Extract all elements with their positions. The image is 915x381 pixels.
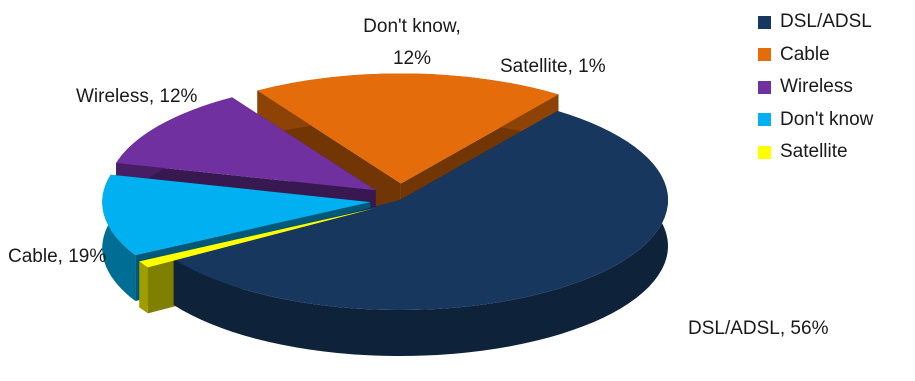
label-dsl: DSL/ADSL, 56% xyxy=(688,318,829,339)
label-dontknow-line1: Don't know, xyxy=(363,16,461,37)
legend: DSL/ADSL Cable Wireless Don't know Satel… xyxy=(758,6,873,169)
legend-label: Don't know xyxy=(780,108,874,130)
legend-swatch xyxy=(758,48,771,62)
legend-item-wireless: Wireless xyxy=(758,71,873,104)
legend-swatch xyxy=(758,80,771,94)
legend-swatch xyxy=(758,15,771,29)
label-cable: Cable, 19% xyxy=(8,246,106,267)
pie-slice-side xyxy=(173,111,668,356)
legend-item-dontknow: Don't know xyxy=(758,104,873,137)
label-satellite: Satellite, 1% xyxy=(500,56,606,77)
pie-slice-dsl-adsl xyxy=(173,111,668,311)
pie-tops xyxy=(102,73,668,311)
data-labels: DSL/ADSL, 56% Satellite, 1% Don't know, … xyxy=(8,16,829,339)
label-wireless: Wireless, 12% xyxy=(76,86,198,107)
pie-slice-wireless xyxy=(116,97,376,191)
legend-swatch xyxy=(758,145,771,159)
legend-item-dsl: DSL/ADSL xyxy=(758,6,873,39)
pie-slice-cable xyxy=(257,73,559,184)
legend-label: Cable xyxy=(780,43,830,65)
pie-slice-don-t-know xyxy=(102,174,371,256)
legend-label: Satellite xyxy=(780,141,848,163)
legend-swatch xyxy=(758,113,771,127)
legend-label: Wireless xyxy=(780,76,853,98)
label-dontknow-line2: 12% xyxy=(393,48,431,69)
legend-label: DSL/ADSL xyxy=(780,11,872,33)
pie-slice-satellite xyxy=(139,208,375,268)
legend-item-cable: Cable xyxy=(758,39,873,72)
legend-item-satellite: Satellite xyxy=(758,136,873,169)
pie-slice-side xyxy=(139,261,148,314)
